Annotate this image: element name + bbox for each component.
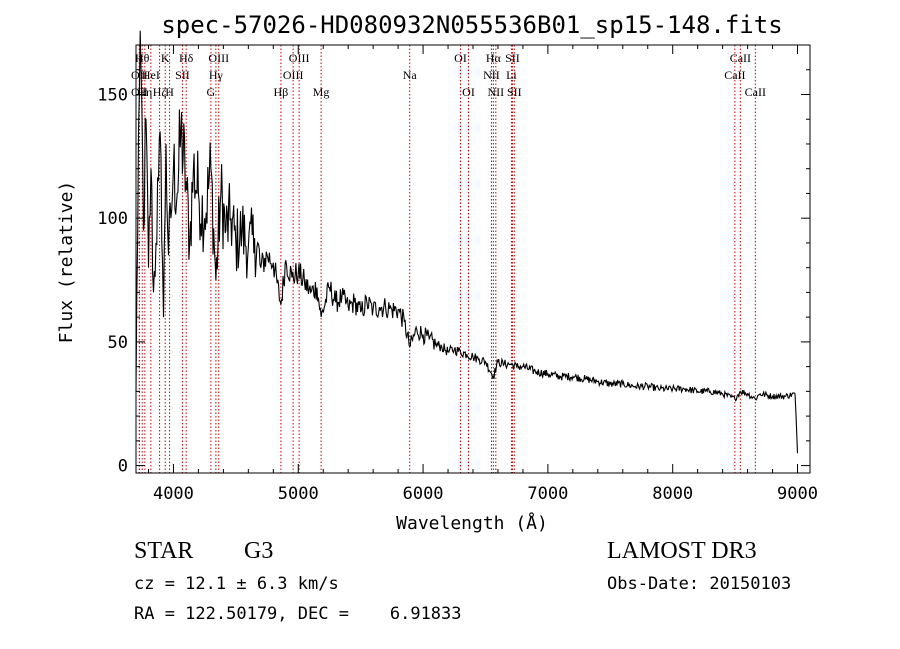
- line-label-OI: OI: [462, 85, 475, 99]
- line-label-Mg: Mg: [313, 85, 330, 99]
- x-tick-label: 4000: [153, 484, 194, 504]
- line-label-G: G: [207, 85, 216, 99]
- coordinates: RA = 122.50179, DEC = 6.91833: [134, 604, 462, 624]
- object-class: STAR: [134, 538, 194, 564]
- axis-ticks: 4000 5000 6000 7000 8000 9000 0 50 100 150: [97, 45, 818, 504]
- line-label-Hδ: Hδ: [179, 51, 194, 65]
- line-label-SII: SII: [175, 68, 190, 82]
- line-label-Hα: Hα: [486, 51, 502, 65]
- chart-title: spec-57026-HD080932N055536B01_sp15-148.f…: [161, 11, 782, 39]
- line-label-OIII: OIII: [289, 51, 310, 65]
- x-tick-label: 8000: [652, 484, 693, 504]
- emission-line-markers: [138, 45, 756, 473]
- x-tick-label: 7000: [527, 484, 568, 504]
- x-tick-label: 6000: [403, 484, 444, 504]
- x-tick-label: 5000: [278, 484, 319, 504]
- line-label-HeI: HeI: [142, 68, 160, 82]
- line-label-Hθ: Hθ: [135, 51, 150, 65]
- y-tick-label: 150: [97, 85, 128, 105]
- y-axis-label: Flux (relative): [56, 181, 77, 344]
- y-tick-label: 50: [108, 333, 128, 353]
- line-label-Hβ: Hβ: [274, 85, 289, 99]
- line-label-Hζ: Hζ: [153, 85, 167, 99]
- line-label-Li: Li: [506, 68, 517, 82]
- y-tick-label: 100: [97, 209, 128, 229]
- survey-name: LAMOST DR3: [607, 538, 757, 564]
- x-tick-label: 9000: [777, 484, 818, 504]
- line-label-CaII: CaII: [730, 51, 751, 65]
- object-subclass: G3: [244, 538, 274, 564]
- line-label-CaII: CaII: [745, 85, 766, 99]
- line-label-SII: SII: [505, 51, 520, 65]
- spectrum-series-line: [135, 30, 799, 454]
- line-label-SII: SII: [507, 85, 522, 99]
- observation-date: Obs-Date: 20150103: [607, 574, 792, 594]
- line-label-Na: Na: [403, 68, 418, 82]
- line-label-K: K: [161, 51, 170, 65]
- line-label-OIII: OIII: [208, 51, 229, 65]
- line-label-Hγ: Hγ: [209, 68, 224, 82]
- line-label-NII: NII: [488, 85, 505, 99]
- emission-line-labels: HθOIIOIIHηHeIHζKHSIIHδGHγOIIIHβOIIIOIIIM…: [131, 51, 766, 99]
- line-label-H: H: [165, 85, 174, 99]
- x-axis-label: Wavelength (Å): [396, 512, 548, 534]
- redshift-value: cz = 12.1 ± 6.3 km/s: [134, 574, 339, 594]
- line-label-OI: OI: [454, 51, 467, 65]
- line-label-NII: NII: [483, 68, 500, 82]
- line-label-OIII: OIII: [283, 68, 304, 82]
- line-label-CaII: CaII: [724, 68, 745, 82]
- y-tick-label: 0: [118, 457, 128, 477]
